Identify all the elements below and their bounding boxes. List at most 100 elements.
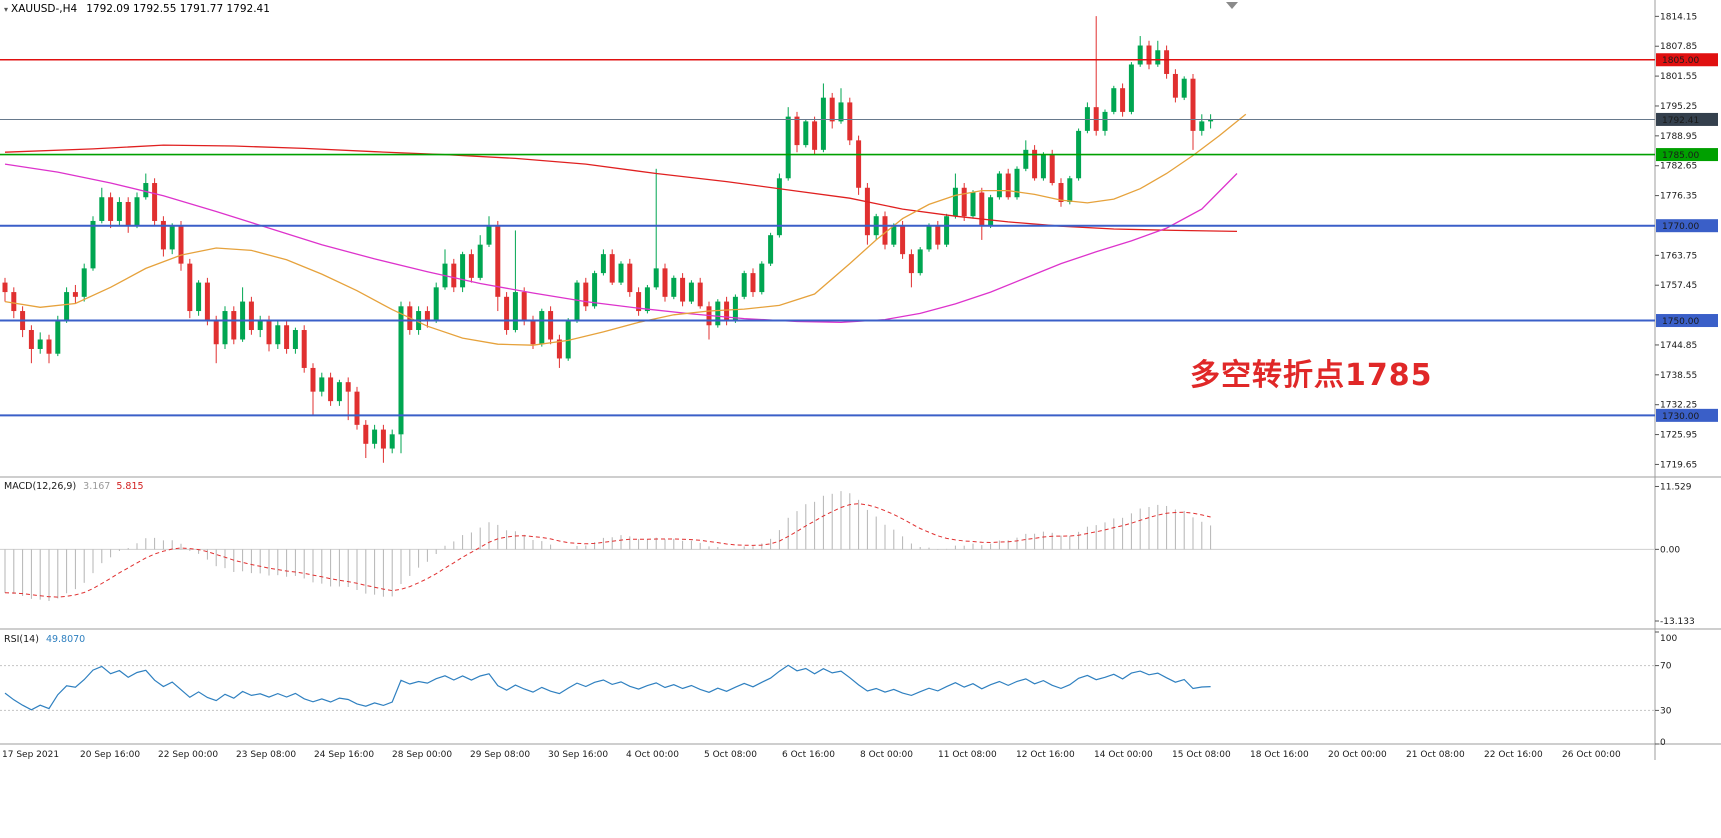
price-tick-label: 1763.75 — [1660, 251, 1697, 261]
price-tag — [1656, 314, 1718, 328]
date-label: 4 Oct 00:00 — [626, 750, 679, 760]
candle-body — [1164, 50, 1170, 74]
candle-body — [231, 311, 237, 340]
ohlc-values: 1792.09 1792.55 1791.77 1792.41 — [86, 3, 270, 15]
date-label: 29 Sep 08:00 — [470, 750, 530, 760]
price-tick-label: 1788.95 — [1660, 132, 1697, 142]
candle-body — [495, 225, 501, 297]
candle-body — [891, 225, 897, 245]
price-tick-label: 1738.55 — [1660, 371, 1697, 381]
candle-body — [882, 216, 888, 245]
candle-body — [636, 292, 642, 312]
candle-body — [688, 282, 694, 302]
price-tick-label: 1795.25 — [1660, 102, 1697, 112]
macd-name: MACD(12,26,9) — [4, 481, 77, 492]
price-tag-label: 1750.00 — [1662, 317, 1699, 327]
candle-body — [653, 268, 659, 288]
candle-body — [1058, 183, 1064, 202]
candle-body — [794, 116, 800, 146]
candle-body — [222, 311, 228, 345]
candle-body — [46, 339, 52, 354]
candle-body — [697, 282, 703, 307]
candle-body — [398, 306, 404, 435]
candle-body — [354, 391, 360, 425]
candle-body — [389, 434, 395, 449]
rsi-axis-label: 100 — [1660, 634, 1677, 644]
candle-body — [1128, 64, 1134, 112]
price-axis[interactable]: 1814.15 1807.85 1801.55 1795.25 1788.95 1782.… — [1655, 12, 1718, 470]
price-tag — [1656, 53, 1718, 67]
candle-body — [504, 296, 510, 331]
rsi-axis-label: 70 — [1660, 662, 1672, 672]
candle-body — [768, 235, 774, 264]
date-label: 12 Oct 16:00 — [1016, 750, 1075, 760]
price-tick-label: 1782.65 — [1660, 162, 1697, 172]
candle-body — [1155, 50, 1161, 65]
date-label: 28 Sep 00:00 — [392, 750, 452, 760]
candle-body — [380, 429, 386, 449]
price-tick-label: 1757.45 — [1660, 281, 1697, 291]
date-label: 30 Sep 16:00 — [548, 750, 608, 760]
candle-body — [988, 197, 994, 226]
candle-body — [820, 97, 826, 150]
candles[interactable] — [2, 16, 1214, 463]
symbol-timeframe-label: XAUUSD-,H4 — [11, 3, 78, 15]
macd-axis-label: 11.529 — [1660, 482, 1692, 492]
collapse-arrow-icon[interactable]: ▾ — [4, 5, 9, 14]
candle-body — [970, 192, 976, 217]
candle-body — [424, 311, 430, 321]
candle-body — [556, 339, 562, 359]
date-label: 5 Oct 08:00 — [704, 750, 757, 760]
rsi-name: RSI(14) — [4, 634, 39, 645]
candle-body — [1067, 178, 1073, 202]
candle-body — [1172, 73, 1178, 98]
candle-body — [671, 277, 677, 297]
candle-body — [1120, 88, 1126, 112]
candle-body — [292, 330, 298, 349]
macd-pane[interactable]: 11.529 0.00 -13.133 — [4, 482, 1695, 627]
candle-body — [116, 201, 122, 221]
candle-body — [90, 220, 96, 269]
candle-body — [248, 301, 254, 331]
time-axis[interactable]: 17 Sep 2021 20 Sep 16:00 22 Sep 00:00 23 Se… — [2, 750, 1621, 760]
price-tag-label: 1770.00 — [1662, 222, 1699, 232]
candle-body — [213, 320, 219, 345]
candle-body — [803, 121, 809, 146]
price-tick-label: 1801.55 — [1660, 72, 1697, 82]
candle-body — [1190, 78, 1196, 131]
macd-axis-label: -13.133 — [1660, 617, 1695, 627]
candle-body — [785, 116, 791, 179]
candle-body — [125, 201, 131, 226]
candle-body — [574, 282, 580, 321]
date-label: 15 Oct 08:00 — [1172, 750, 1231, 760]
rsi-line — [4, 664, 1211, 711]
candle-body — [829, 97, 835, 122]
candle-body — [812, 121, 818, 150]
candle-body — [1032, 149, 1038, 179]
annotation-text[interactable]: 多空转折点1785 — [1190, 358, 1433, 393]
candle-body — [662, 268, 668, 297]
candle-body — [732, 296, 738, 321]
candle-body — [310, 367, 316, 392]
pane-grid — [0, 0, 1721, 760]
candle-body — [187, 263, 193, 312]
macd-indicator-label: MACD(12,26,9) 3.167 5.815 — [4, 481, 144, 492]
price-tag-label: 1792.41 — [1662, 116, 1699, 126]
candle-body — [900, 225, 906, 255]
candle-body — [1208, 119, 1214, 122]
candle-body — [152, 183, 158, 221]
price-tick-label: 1776.35 — [1660, 192, 1697, 202]
candle-body — [944, 216, 950, 245]
candle-body — [548, 311, 554, 340]
rsi-pane[interactable]: 100 70 30 0 — [4, 631, 1677, 748]
candle-body — [99, 197, 105, 221]
ma-mid-magenta — [4, 163, 1238, 324]
horizontal-lines[interactable] — [0, 58, 1655, 417]
price-tick-label: 1732.25 — [1660, 401, 1697, 411]
rsi-value: 49.8070 — [45, 634, 86, 645]
candle-body — [917, 249, 923, 274]
candle-body — [935, 225, 941, 245]
candle-body — [1111, 88, 1117, 112]
candle-body — [530, 320, 536, 345]
